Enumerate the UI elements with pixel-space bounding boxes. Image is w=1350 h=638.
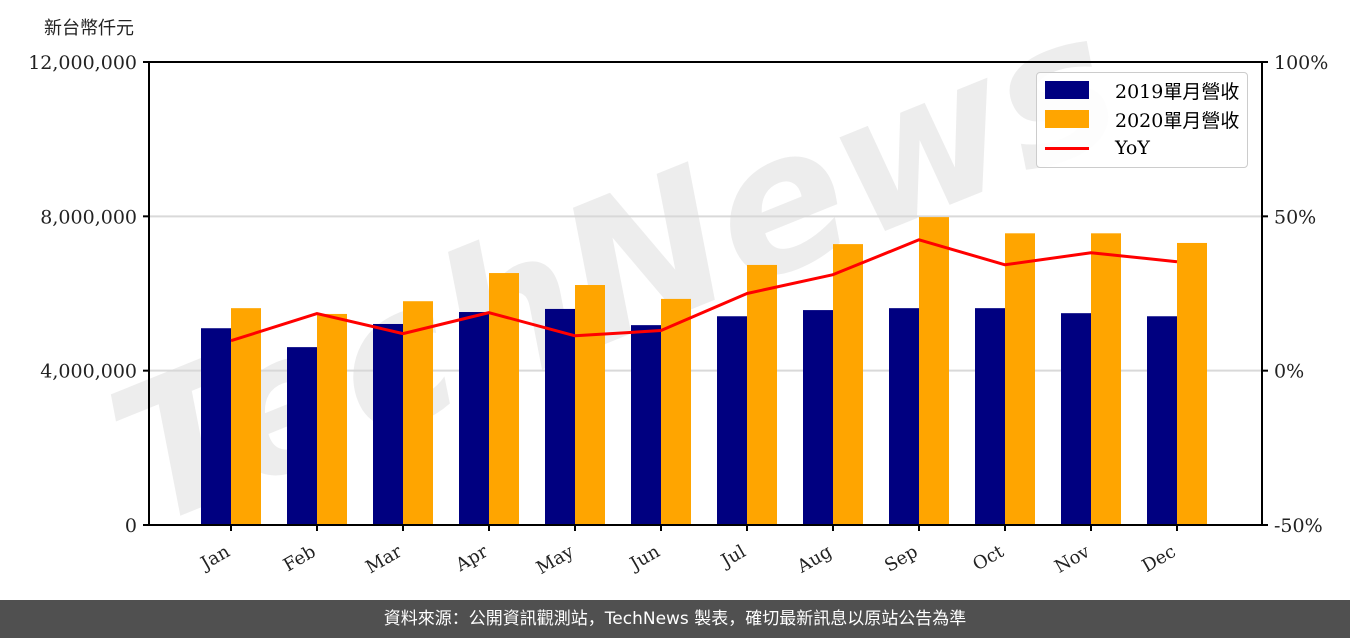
x-tick-label: Mar: [362, 541, 406, 578]
legend-item-2020: 2020單月營收: [1045, 106, 1239, 132]
bar-2019-nov: [1061, 313, 1091, 525]
y-tick-label: 4,000,000: [40, 361, 137, 383]
bar-2019-mar: [373, 323, 403, 525]
y-tick-label: 12,000,000: [28, 52, 137, 74]
source-footer: 資料來源：公開資訊觀測站，TechNews 製表，確切最新訊息以原站公告為準: [0, 600, 1350, 638]
x-tick-label: Apr: [451, 541, 491, 576]
bar-2019-may: [545, 308, 575, 525]
bar-2019-feb: [287, 347, 317, 525]
bar-2020-feb: [317, 313, 347, 525]
x-tick-label: Dec: [1139, 541, 1180, 577]
y-axis-unit-label: 新台幣仟元: [44, 18, 134, 39]
bar-2020-may: [575, 285, 605, 525]
legend-line-yoy: [1045, 146, 1089, 150]
bar-2019-jan: [201, 328, 231, 525]
bar-2020-oct: [1005, 233, 1035, 525]
bar-2019-sep: [889, 308, 919, 525]
bar-2019-oct: [975, 308, 1005, 525]
legend-swatch-2020: [1045, 110, 1089, 128]
bar-2020-mar: [403, 301, 433, 525]
bar-2020-jul: [747, 264, 777, 525]
legend: 2019單月營收 2020單月營收 YoY: [1036, 72, 1248, 168]
bar-2019-apr: [459, 312, 489, 525]
legend-label: YoY: [1115, 137, 1150, 159]
x-tick-label: Feb: [280, 541, 320, 576]
x-tick-label: Sep: [881, 541, 921, 576]
bar-2020-jun: [661, 298, 691, 525]
bar-2020-apr: [489, 273, 519, 525]
x-tick-label: Jul: [716, 541, 750, 573]
y2-tick-label: 50%: [1274, 206, 1316, 228]
y-tick-label: 0: [125, 515, 137, 537]
x-tick-label: Jun: [625, 541, 664, 576]
bar-2020-dec: [1177, 242, 1207, 526]
bar-2020-jan: [231, 308, 261, 525]
x-tick-label: Oct: [969, 541, 1008, 576]
x-tick-label: Nov: [1051, 541, 1094, 578]
y2-tick-label: 100%: [1274, 52, 1328, 74]
legend-label: 2019單月營收: [1115, 80, 1240, 103]
bar-2020-nov: [1091, 233, 1121, 525]
chart-canvas: TechNews04,000,0008,000,00012,000,000-50…: [28, 0, 1328, 579]
chart: 新台幣仟元 TechNews 0 4,000,000 8,000,000 12,000,…: [28, 0, 1328, 579]
bar-2019-jul: [717, 316, 747, 525]
bar-2020-sep: [919, 217, 949, 526]
legend-item-2019: 2019單月營收: [1045, 77, 1239, 103]
bar-2019-aug: [803, 310, 833, 525]
legend-swatch-2019: [1045, 81, 1089, 99]
bar-2020-aug: [833, 244, 863, 525]
y-tick-label: 8,000,000: [40, 206, 137, 228]
x-tick-label: May: [533, 541, 578, 579]
x-tick-label: Aug: [793, 541, 836, 578]
legend-item-yoy: YoY: [1045, 135, 1150, 161]
bar-2019-jun: [631, 325, 661, 525]
bar-2019-dec: [1147, 316, 1177, 525]
y2-tick-label: -50%: [1274, 515, 1323, 537]
legend-label: 2020單月營收: [1115, 109, 1240, 132]
y2-tick-label: 0%: [1274, 361, 1304, 383]
yoy-line: [230, 238, 1178, 343]
